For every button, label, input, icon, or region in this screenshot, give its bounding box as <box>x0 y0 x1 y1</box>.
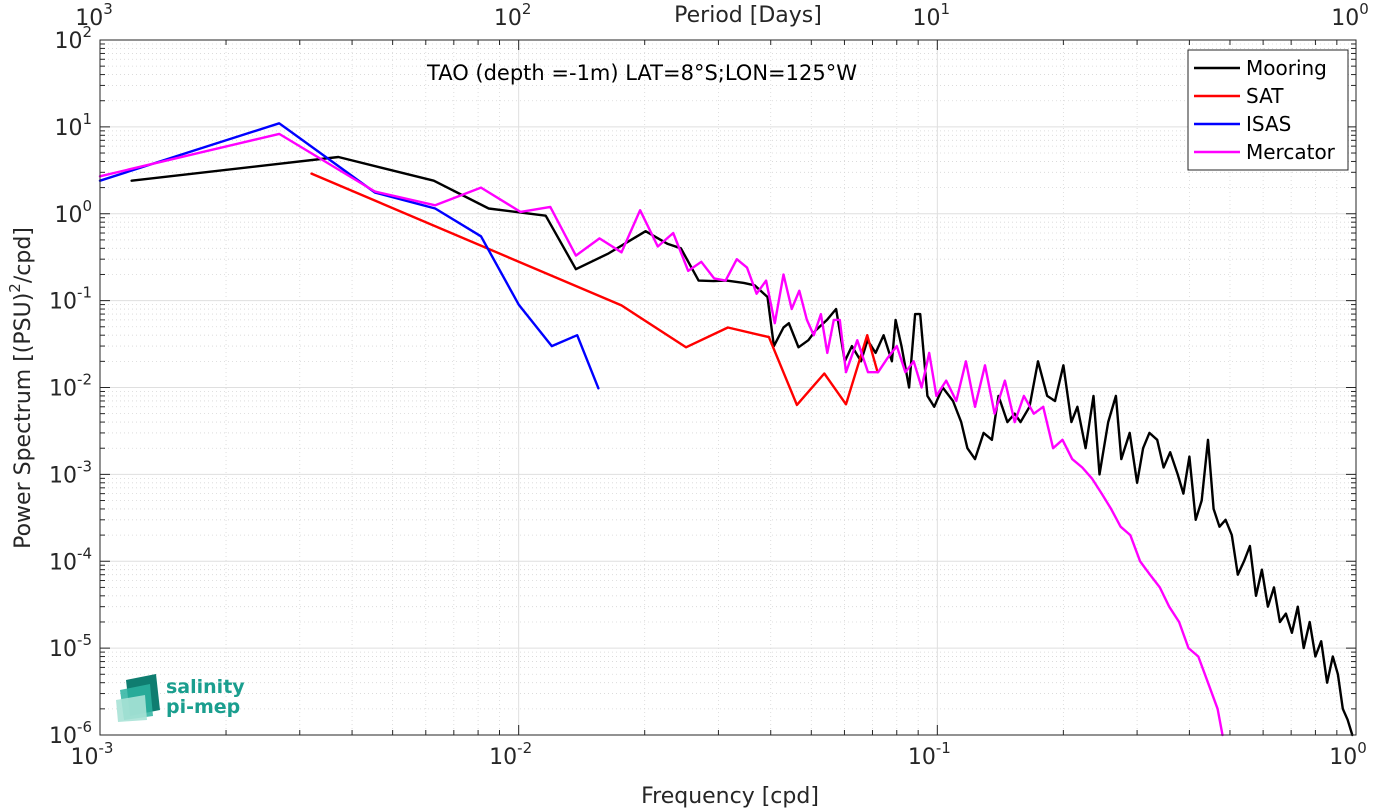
y-tick-label: 10-3 <box>49 457 92 488</box>
top-tick-label: 102 <box>494 0 532 31</box>
y-tick-label: 10-2 <box>49 371 92 402</box>
y-tick-label: 102 <box>54 23 92 54</box>
logo-text-salinity: salinity <box>166 676 245 698</box>
logo-text-pi-mep: pi-mep <box>166 696 240 718</box>
axis-ticks <box>99 39 1357 736</box>
legend-box <box>1187 49 1349 171</box>
y-tick-label: 10-6 <box>49 718 92 749</box>
chart-title: TAO (depth =-1m) LAT=8°S;LON=125°W <box>426 61 857 85</box>
y-tick-label: 101 <box>54 110 92 141</box>
y-tick-label: 10-1 <box>49 284 92 315</box>
y-axis-title-exp: 2 <box>6 283 24 293</box>
y-tick-label: 10-5 <box>49 631 92 662</box>
y-tick-label: 100 <box>54 197 92 228</box>
legend: Mooring SAT ISAS Mercator <box>1187 49 1349 171</box>
series-line-mooring <box>130 155 1354 737</box>
x-tick-label: 10-2 <box>489 739 532 770</box>
series-line-mercator <box>98 132 1224 737</box>
legend-label-mercator: Mercator <box>1246 140 1336 164</box>
x-tick-label: 10-1 <box>908 739 951 770</box>
logo-wave-front <box>116 695 147 722</box>
series-line-sat <box>310 172 879 407</box>
x-tick-label: 10-3 <box>71 739 114 770</box>
minor-grid <box>100 40 1356 735</box>
legend-label-sat: SAT <box>1246 84 1284 108</box>
top-axis-title: Period [Days] <box>674 3 822 28</box>
x-axis-title: Frequency [cpd] <box>641 784 819 809</box>
top-tick-label: 101 <box>913 0 951 31</box>
salinity-pi-mep-logo: salinity pi-mep <box>116 674 245 722</box>
y-tick-label: 10-4 <box>49 544 92 575</box>
top-tick-label: 103 <box>75 0 113 31</box>
legend-label-isas: ISAS <box>1246 112 1291 136</box>
legend-label-mooring: Mooring <box>1246 56 1327 80</box>
top-tick-label: 100 <box>1331 0 1369 31</box>
y-axis-title-suffix: /cpd] <box>11 227 36 283</box>
y-axis-title-main: Power Spectrum [(PSU) <box>11 293 36 549</box>
x-tick-label: 100 <box>1329 739 1367 770</box>
series-line-isas <box>98 122 600 390</box>
y-axis-title: Power Spectrum [(PSU)2/cpd] <box>6 227 36 549</box>
series-lines <box>98 122 1354 737</box>
